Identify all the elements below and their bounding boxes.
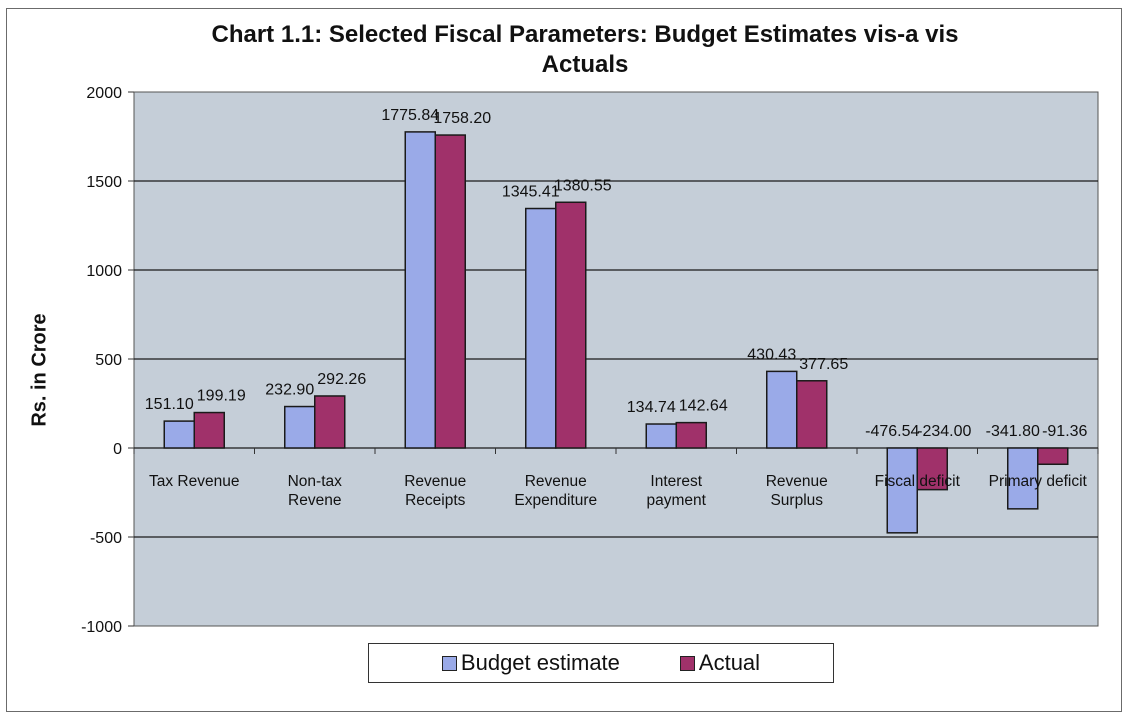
bar-budget	[645, 423, 677, 449]
bar-actual	[1037, 447, 1069, 466]
legend-swatch-budget	[441, 655, 457, 671]
x-tick-label: Non-tax	[288, 473, 343, 490]
y-tick-label: 1500	[86, 174, 122, 191]
bar-budget	[766, 370, 798, 449]
chart-title-line-1: Chart 1.1: Selected Fiscal Parameters: B…	[211, 21, 959, 48]
bar-actual	[796, 380, 828, 449]
data-label: 377.65	[799, 356, 848, 373]
x-tick-label: Expenditure	[514, 492, 597, 509]
data-label: 1380.55	[554, 177, 612, 194]
x-tick-label: Revenue	[766, 473, 828, 490]
bar-actual	[675, 421, 707, 449]
x-tick-label: Tax Revenue	[149, 473, 239, 490]
legend: Budget estimate Actual	[368, 643, 834, 683]
bar-actual	[434, 134, 466, 449]
x-tick-label: Fiscal deficit	[875, 473, 961, 490]
y-tick-label: -1000	[81, 619, 122, 636]
x-tick-label: Revene	[288, 492, 341, 509]
data-label: -234.00	[917, 423, 971, 440]
bar-actual	[193, 411, 225, 449]
data-label: -476.54	[865, 423, 919, 440]
legend-label-budget: Budget estimate	[460, 650, 620, 675]
bar-actual	[314, 395, 346, 449]
data-label: 151.10	[145, 396, 194, 413]
legend-item-actual: Actual	[679, 650, 761, 676]
x-tick-label: Primary deficit	[989, 473, 1088, 490]
x-tick-label: Interest	[650, 473, 702, 490]
x-tick-label: Surplus	[770, 492, 823, 509]
data-label: 430.43	[747, 346, 796, 363]
data-label: 1758.20	[433, 110, 491, 127]
chart-title: Chart 1.1: Selected Fiscal Parameters: B…	[0, 20, 1130, 80]
data-label: 142.64	[679, 398, 728, 415]
x-tick-label: Receipts	[405, 492, 466, 509]
data-label: 232.90	[265, 382, 314, 399]
bar-budget	[404, 131, 436, 449]
y-tick-label: 1000	[86, 263, 122, 280]
data-label: 292.26	[317, 371, 366, 388]
bar-budget	[886, 447, 918, 534]
y-tick-label: 500	[95, 352, 122, 369]
x-tick-label: Revenue	[404, 473, 466, 490]
data-label: 1345.41	[502, 184, 560, 201]
chart-title-line-2: Actuals	[541, 51, 629, 78]
data-label: 199.19	[197, 388, 246, 405]
data-label: -91.36	[1042, 423, 1087, 440]
x-tick-label: payment	[647, 492, 707, 509]
bar-budget	[284, 405, 316, 449]
data-label: -341.80	[986, 423, 1040, 440]
legend-label-actual: Actual	[698, 650, 761, 675]
legend-swatch-actual	[679, 655, 695, 671]
data-label: 134.74	[627, 399, 676, 416]
legend-item-budget: Budget estimate	[441, 650, 620, 676]
bar-budget	[163, 420, 195, 449]
bar-actual	[555, 201, 587, 449]
bar-actual	[916, 447, 948, 491]
y-tick-label: 0	[113, 441, 122, 458]
bar-budget	[525, 207, 557, 449]
x-tick-label: Revenue	[525, 473, 587, 490]
bar-budget	[1007, 447, 1039, 510]
y-tick-label: -500	[90, 530, 122, 547]
y-tick-label: 2000	[86, 85, 122, 102]
data-label: 1775.84	[381, 107, 439, 124]
